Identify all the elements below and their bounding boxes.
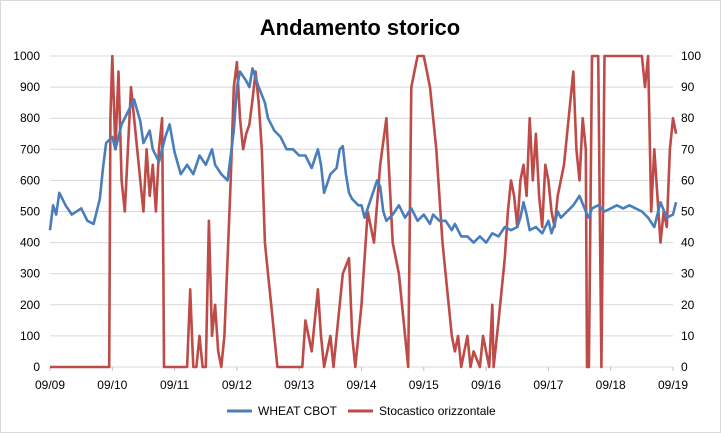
y-left-tick-label: 1000 [13, 49, 40, 63]
legend: WHEAT CBOT Stocastico orizzontale [227, 404, 496, 418]
y-left-tick-label: 700 [20, 142, 40, 156]
y-axis-left: 0 100 200 300 400 500 600 700 800 900 1000 [13, 49, 40, 374]
y-right-tick-label: 20 [681, 298, 695, 312]
x-tick-label: 09/12 [222, 378, 252, 392]
y-right-tick-label: 50 [681, 205, 695, 219]
x-tick-label: 09/14 [346, 378, 376, 392]
legend-label: Stocastico orizzontale [379, 404, 496, 418]
series-line-wheat-cbot [48, 67, 678, 244]
x-tick-label: 09/09 [35, 378, 65, 392]
y-left-tick-label: 800 [20, 111, 40, 125]
y-right-tick-label: 60 [681, 173, 695, 187]
x-tick-label: 09/19 [658, 378, 688, 392]
y-left-tick-label: 400 [20, 236, 40, 250]
x-tick-label: 09/17 [533, 378, 563, 392]
y-right-tick-label: 90 [681, 80, 695, 94]
y-left-tick-label: 0 [33, 360, 40, 374]
y-left-tick-label: 200 [20, 298, 40, 312]
y-left-tick-label: 900 [20, 80, 40, 94]
x-tick-label: 09/15 [409, 378, 439, 392]
y-right-tick-label: 10 [681, 329, 695, 343]
x-tick-label: 09/11 [160, 378, 189, 392]
y-axis-right: 0 10 20 30 40 50 60 70 80 90 100 [681, 49, 701, 374]
y-right-tick-label: 80 [681, 111, 695, 125]
chart-title: Andamento storico [260, 15, 460, 40]
y-left-tick-label: 300 [20, 267, 40, 281]
y-right-tick-label: 100 [681, 49, 701, 63]
y-left-tick-label: 100 [20, 329, 40, 343]
x-tick-label: 09/10 [97, 378, 127, 392]
x-tick-label: 09/18 [596, 378, 626, 392]
x-tick-label: 09/13 [284, 378, 314, 392]
y-right-tick-label: 30 [681, 267, 695, 281]
y-left-tick-label: 600 [20, 173, 40, 187]
y-right-tick-label: 70 [681, 142, 695, 156]
series-lines [48, 54, 678, 369]
series-line-stocastico [50, 54, 678, 369]
x-axis: 09/09 09/10 09/11 09/12 09/13 09/14 09/15 09/16… [35, 367, 688, 392]
x-tick-label: 09/16 [471, 378, 501, 392]
y-left-tick-label: 500 [20, 205, 40, 219]
legend-label: WHEAT CBOT [258, 404, 338, 418]
y-right-tick-label: 40 [681, 236, 695, 250]
y-right-tick-label: 0 [681, 360, 688, 374]
